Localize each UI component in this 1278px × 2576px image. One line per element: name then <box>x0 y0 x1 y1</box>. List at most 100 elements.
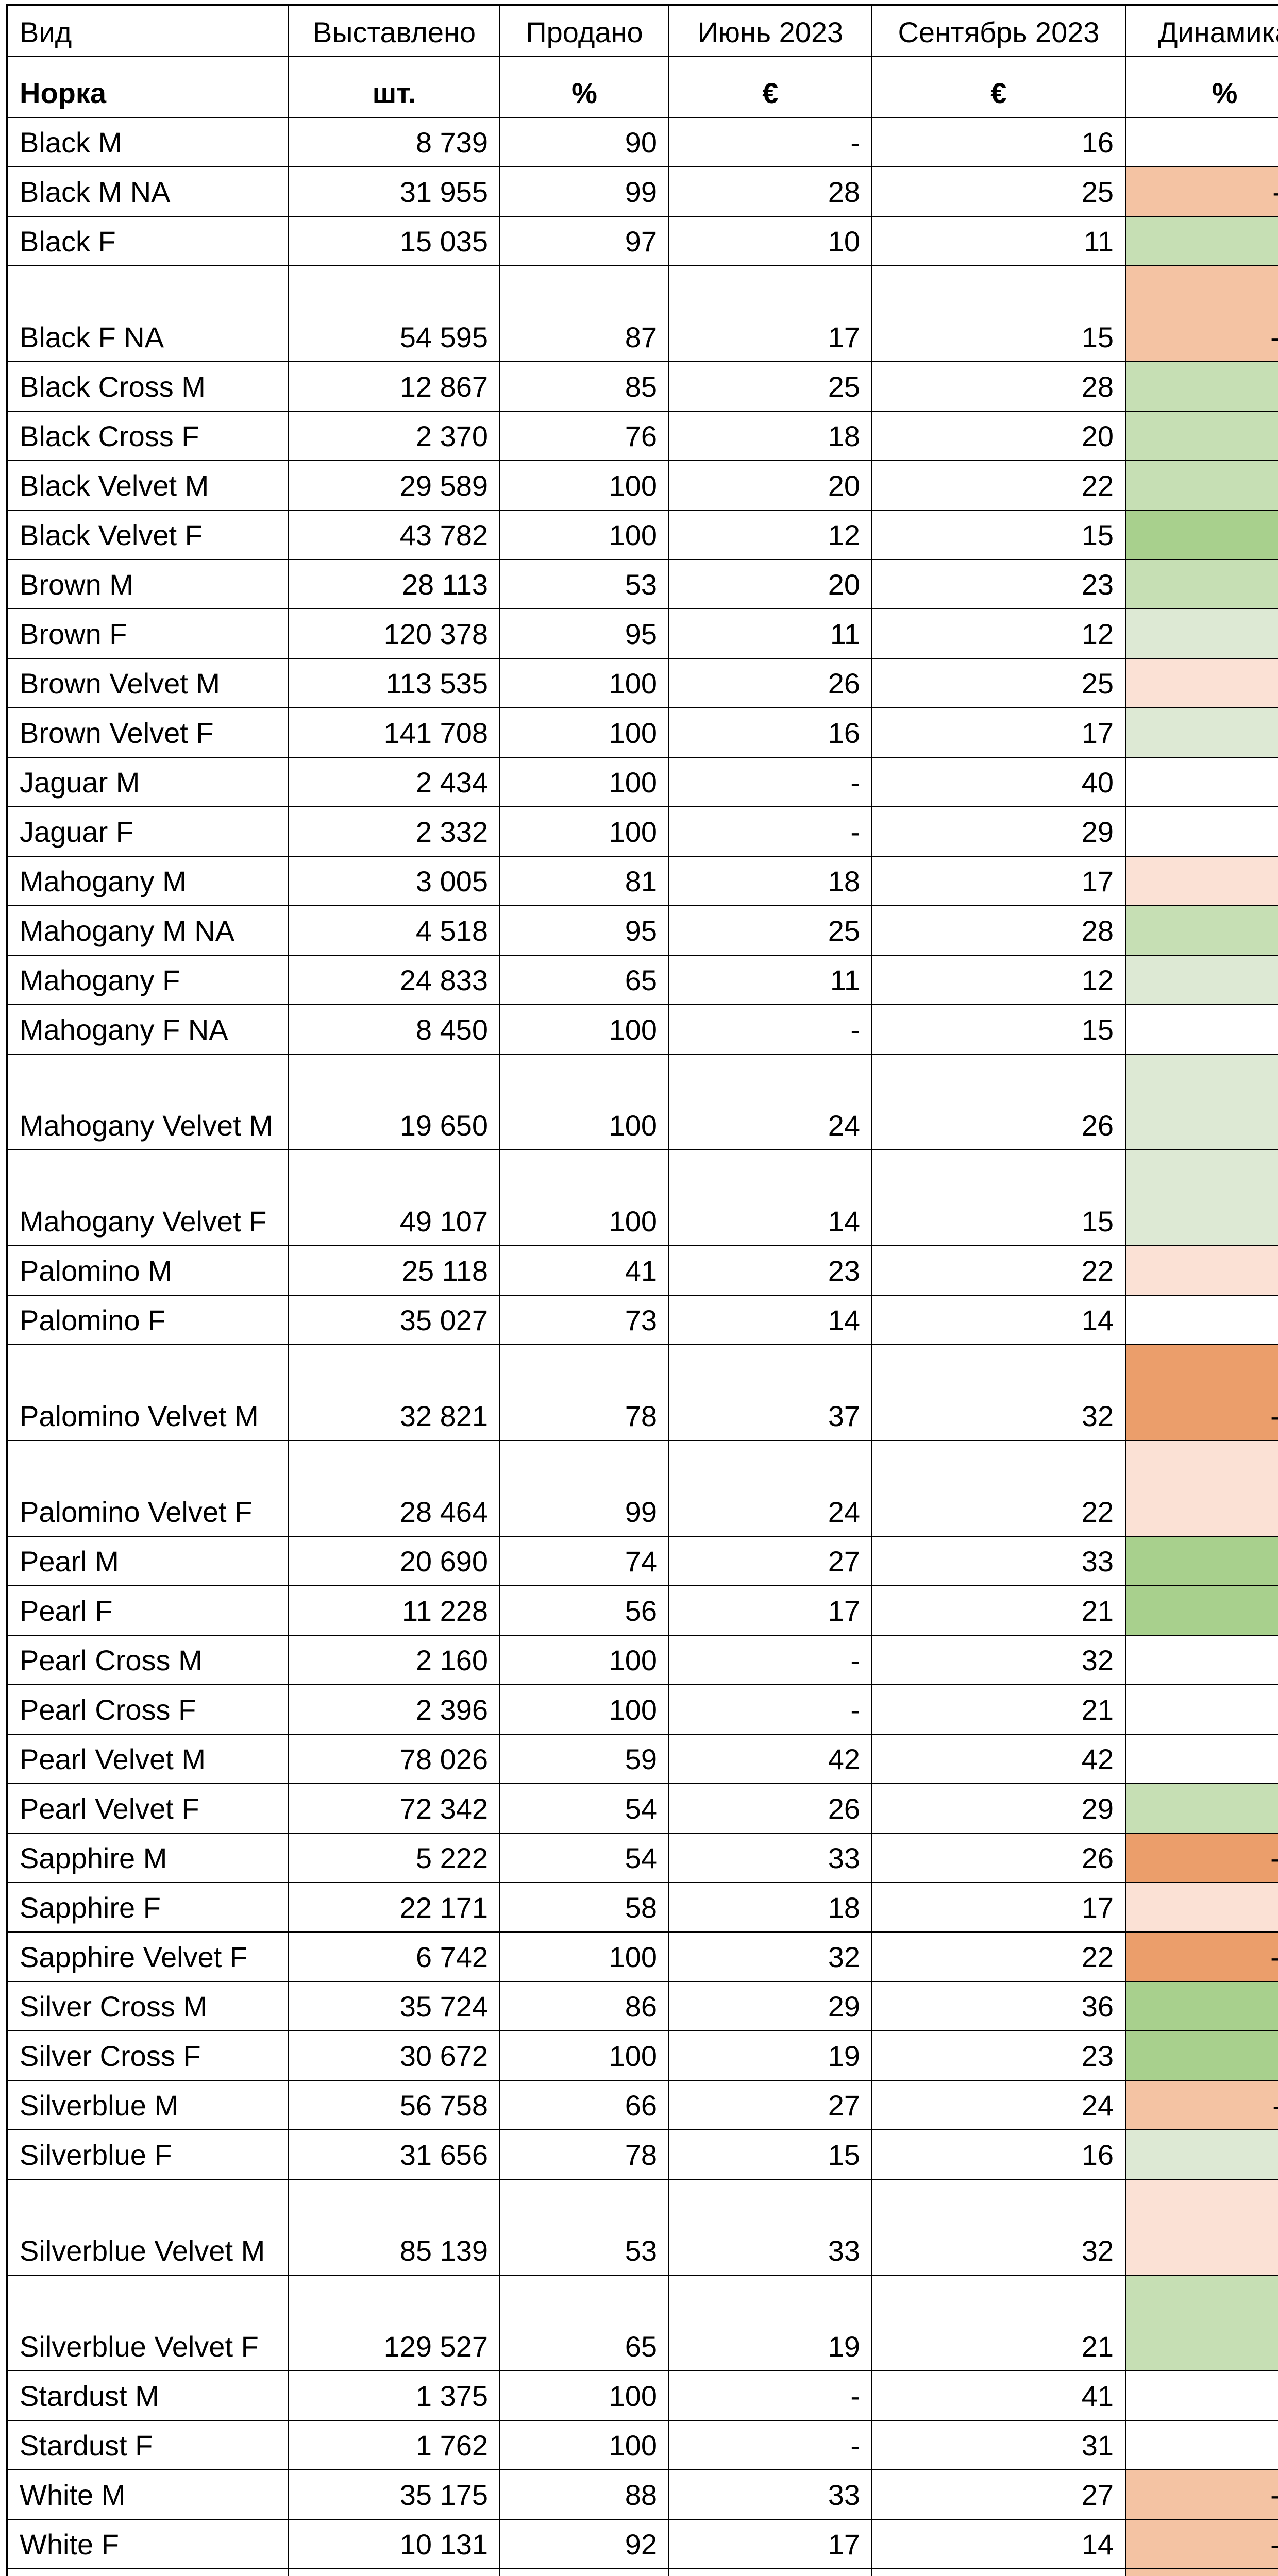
cell-price-june[interactable]: - <box>668 757 872 807</box>
cell-price-september[interactable]: 29 <box>871 806 1126 857</box>
cell-offered[interactable]: 35 175 <box>288 2469 500 2520</box>
cell-sold-percent[interactable]: 100 <box>499 1054 669 1150</box>
cell-species-name[interactable]: Mahogany M <box>7 856 289 906</box>
cell-offered[interactable]: 49 107 <box>288 1149 500 1246</box>
cell-species-name[interactable]: Black M <box>7 117 289 167</box>
cell-offered[interactable]: 35 724 <box>288 1981 500 2031</box>
cell-price-september[interactable]: 14 <box>871 2519 1126 2569</box>
cell-price-june[interactable]: 16 <box>668 707 872 758</box>
cell-price-september[interactable]: 16 <box>871 117 1126 167</box>
cell-sold-percent[interactable]: 53 <box>499 2179 669 2276</box>
cell-offered[interactable]: 85 139 <box>288 2179 500 2276</box>
cell-dynamics-percent[interactable]: 12 <box>1125 905 1278 956</box>
cell-offered[interactable]: 2 332 <box>288 806 500 857</box>
cell-species-name[interactable]: Palomino M <box>7 1245 289 1296</box>
table-row[interactable]: Black Velvet F43 782100121525 <box>7 510 1278 560</box>
table-row[interactable]: Mahogany M NA4 51895252812 <box>7 905 1278 956</box>
cell-species-name[interactable]: Silverblue M <box>7 2080 289 2130</box>
cell-price-september[interactable]: 23 <box>871 2030 1126 2081</box>
cell-price-september[interactable]: 21 <box>871 1684 1126 1735</box>
cell-price-june[interactable]: - <box>668 1684 872 1735</box>
table-row[interactable]: Silver Cross F30 672100192321 <box>7 2030 1278 2081</box>
cell-sold-percent[interactable]: 65 <box>499 955 669 1005</box>
table-row[interactable]: Black F15 03597101110 <box>7 216 1278 266</box>
cell-price-september[interactable]: 25 <box>871 658 1126 708</box>
cell-dynamics-percent[interactable]: 7 <box>1125 2129 1278 2180</box>
cell-price-september[interactable]: 25 <box>871 166 1126 217</box>
table-row[interactable]: White Velvet M81 583744136-12 <box>7 2568 1278 2576</box>
column-header-species[interactable]: Вид <box>7 5 289 57</box>
table-row[interactable]: Palomino F35 0277314140 <box>7 1295 1278 1345</box>
cell-sold-percent[interactable]: 87 <box>499 265 669 362</box>
cell-dynamics-percent[interactable]: -18 <box>1125 2469 1278 2520</box>
cell-dynamics-percent[interactable]: - <box>1125 806 1278 857</box>
cell-offered[interactable]: 2 160 <box>288 1635 500 1685</box>
cell-price-september[interactable]: 31 <box>871 2420 1126 2470</box>
table-row[interactable]: Pearl M20 69074273322 <box>7 1536 1278 1586</box>
cell-price-june[interactable]: 23 <box>668 1245 872 1296</box>
cell-dynamics-percent[interactable]: - <box>1125 1635 1278 1685</box>
cell-price-june[interactable]: 27 <box>668 2080 872 2130</box>
cell-offered[interactable]: 43 782 <box>288 510 500 560</box>
cell-price-june[interactable]: 29 <box>668 1981 872 2031</box>
cell-dynamics-percent[interactable]: 8 <box>1125 1054 1278 1150</box>
cell-offered[interactable]: 4 518 <box>288 905 500 956</box>
table-row[interactable]: Mahogany F24 8336511129 <box>7 955 1278 1005</box>
cell-price-june[interactable]: 27 <box>668 1536 872 1586</box>
cell-price-september[interactable]: 12 <box>871 955 1126 1005</box>
cell-price-september[interactable]: 28 <box>871 361 1126 412</box>
cell-sold-percent[interactable]: 100 <box>499 1931 669 1982</box>
cell-offered[interactable]: 11 228 <box>288 1585 500 1636</box>
cell-species-name[interactable]: Pearl Velvet M <box>7 1734 289 1784</box>
cell-offered[interactable]: 10 131 <box>288 2519 500 2569</box>
cell-offered[interactable]: 32 821 <box>288 1344 500 1441</box>
table-row[interactable]: Mahogany Velvet F49 10710014157 <box>7 1149 1278 1246</box>
cell-species-name[interactable]: Mahogany F <box>7 955 289 1005</box>
cell-price-september[interactable]: 16 <box>871 2129 1126 2180</box>
cell-sold-percent[interactable]: 59 <box>499 1734 669 1784</box>
cell-price-september[interactable]: 22 <box>871 460 1126 511</box>
cell-offered[interactable]: 5 222 <box>288 1833 500 1883</box>
cell-species-name[interactable]: Mahogany Velvet M <box>7 1054 289 1150</box>
cell-species-name[interactable]: Black F NA <box>7 265 289 362</box>
cell-price-september[interactable]: 24 <box>871 2080 1126 2130</box>
cell-price-september[interactable]: 42 <box>871 1734 1126 1784</box>
cell-offered[interactable]: 24 833 <box>288 955 500 1005</box>
cell-offered[interactable]: 28 113 <box>288 559 500 609</box>
cell-price-september[interactable]: 36 <box>871 1981 1126 2031</box>
cell-dynamics-percent[interactable]: 10 <box>1125 460 1278 511</box>
cell-dynamics-percent[interactable]: -21 <box>1125 1833 1278 1883</box>
cell-dynamics-percent[interactable]: -14 <box>1125 1344 1278 1441</box>
cell-dynamics-percent[interactable]: -18 <box>1125 2519 1278 2569</box>
cell-offered[interactable]: 3 005 <box>288 856 500 906</box>
cell-price-june[interactable]: 28 <box>668 166 872 217</box>
cell-sold-percent[interactable]: 73 <box>499 1295 669 1345</box>
cell-dynamics-percent[interactable]: -31 <box>1125 1931 1278 1982</box>
cell-price-september[interactable]: 14 <box>871 1295 1126 1345</box>
cell-price-september[interactable]: 22 <box>871 1245 1126 1296</box>
cell-price-september[interactable]: 15 <box>871 1004 1126 1055</box>
cell-species-name[interactable]: Pearl Cross M <box>7 1635 289 1685</box>
cell-offered[interactable]: 30 672 <box>288 2030 500 2081</box>
cell-price-june[interactable]: 14 <box>668 1149 872 1246</box>
column-header-september-2023[interactable]: Сентябрь 2023 <box>871 5 1126 57</box>
cell-species-name[interactable]: Brown F <box>7 608 289 659</box>
cell-species-name[interactable]: Black F <box>7 216 289 266</box>
cell-offered[interactable]: 31 656 <box>288 2129 500 2180</box>
cell-species-name[interactable]: Jaguar F <box>7 806 289 857</box>
cell-price-june[interactable]: 18 <box>668 1882 872 1933</box>
cell-price-june[interactable]: 17 <box>668 1585 872 1636</box>
cell-species-name[interactable]: Sapphire M <box>7 1833 289 1883</box>
cell-dynamics-percent[interactable]: - <box>1125 1004 1278 1055</box>
cell-dynamics-percent[interactable]: - <box>1125 1684 1278 1735</box>
cell-sold-percent[interactable]: 100 <box>499 1149 669 1246</box>
cell-dynamics-percent[interactable]: - <box>1125 757 1278 807</box>
cell-sold-percent[interactable]: 100 <box>499 757 669 807</box>
